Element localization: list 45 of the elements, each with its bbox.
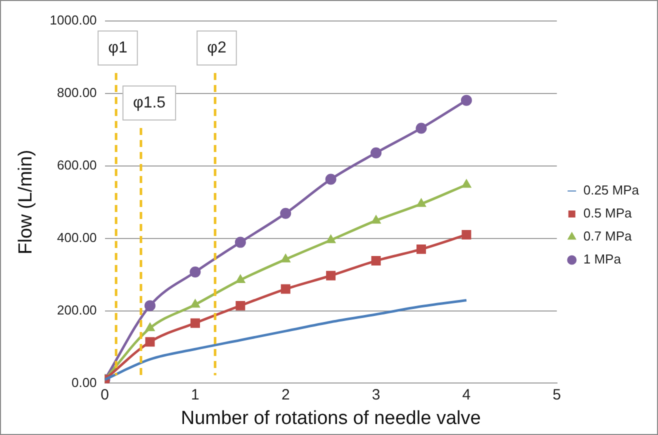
x-axis-title: Number of rotations of needle valve: [180, 408, 481, 429]
point: [190, 318, 200, 328]
point: [460, 94, 472, 106]
point: [462, 230, 472, 240]
y-tick-label: 0.00: [71, 374, 97, 390]
point: [326, 270, 336, 280]
ref-line-label: φ1.5: [132, 94, 166, 112]
point: [371, 215, 381, 224]
x-tick-label: 4: [462, 386, 471, 404]
point: [280, 284, 290, 294]
point: [416, 122, 427, 134]
x-tick-label: 1: [191, 386, 200, 404]
legend-label: 0.25 MPa: [583, 182, 640, 198]
x-tick-label: 3: [372, 386, 380, 404]
point: [190, 266, 201, 278]
y-tick-label: 200.00: [57, 302, 97, 318]
point: [371, 256, 381, 266]
point: [236, 274, 246, 283]
y-tick-label: 600.00: [57, 157, 97, 172]
point: [326, 234, 336, 244]
x-tick-label: 0: [100, 386, 109, 404]
point: [280, 254, 290, 262]
point: [234, 236, 246, 248]
legend-label: 0.7 MPa: [583, 228, 633, 244]
x-tick-label: 2: [281, 386, 290, 404]
y-tick-label: 1000.00: [50, 12, 97, 28]
y-tick-label: 400.00: [57, 230, 97, 245]
point: [145, 337, 155, 347]
point: [144, 300, 156, 312]
point: [325, 174, 336, 185]
point: [145, 322, 155, 332]
point: [462, 179, 472, 188]
x-tick-label: 5: [552, 386, 562, 404]
point: [280, 208, 292, 219]
ref-line-label: φ1: [108, 39, 128, 56]
legend-label: 1 MPa: [583, 252, 622, 267]
point: [236, 300, 246, 310]
point: [190, 299, 200, 308]
point: [416, 244, 426, 254]
ref-line-label: φ2: [207, 39, 226, 56]
legend-label: 0.5 MPa: [583, 206, 633, 221]
point: [370, 147, 382, 158]
y-axis-title: Flow (L/min): [16, 150, 37, 254]
y-tick-label: 800.00: [57, 85, 97, 100]
point: [416, 198, 426, 207]
